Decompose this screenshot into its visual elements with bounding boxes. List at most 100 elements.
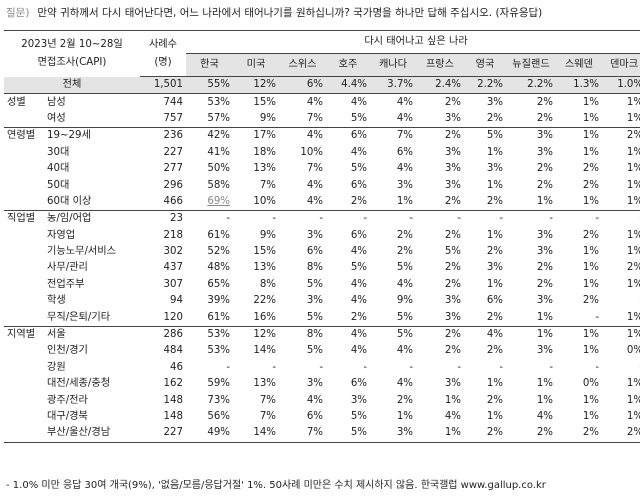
value-cell: 1%: [582, 246, 599, 258]
group-label: [4, 309, 44, 326]
value-cell: 2%: [536, 262, 553, 274]
value-cell: 3%: [444, 311, 461, 323]
value-cell: 3%: [444, 112, 461, 124]
value-cell: 3%: [536, 345, 553, 357]
value-cell: -: [595, 361, 599, 373]
value-cell: 2%: [350, 311, 367, 323]
row-label: 40대: [47, 163, 70, 175]
row-label: 강원: [47, 361, 66, 373]
value-cell: 1%: [626, 146, 640, 158]
value-cell: 1%: [486, 179, 503, 191]
value-cell: -: [556, 210, 602, 228]
value-cell: -: [186, 210, 233, 228]
country-header: 호주: [326, 53, 370, 77]
value-cell: 2%: [416, 325, 464, 344]
value-cell: 2%: [350, 195, 367, 207]
value-cell: -: [499, 361, 503, 373]
table-row: 학생 94 39% 22% 3% 4% 9% 3% 6% 3% 2%-: [4, 293, 640, 309]
value-cell: 16%: [253, 311, 276, 323]
value-cell: 1%: [486, 278, 503, 290]
value-cell: 2%: [396, 246, 413, 258]
value-cell: 4%: [350, 96, 367, 108]
table-body: 전체 1,501 55% 12% 6% 4.4% 3.7% 2.4% 2.2% 2.2% 1.3% 1…: [4, 76, 640, 443]
value-cell: 3%: [536, 295, 553, 307]
value-cell: 55%: [186, 76, 233, 95]
value-cell: 1%: [626, 411, 640, 422]
table-row: 30대 227 41% 18% 10% 4% 6% 3% 1% 3% 1% 1%: [4, 145, 640, 161]
group-label: 성별: [7, 96, 26, 108]
value-cell: 6%: [396, 146, 413, 158]
sample-size-header: 사례수 (명): [140, 30, 186, 77]
value-cell: 2%: [582, 229, 599, 241]
value-cell: 50%: [207, 163, 230, 175]
value-cell: 1%: [396, 195, 413, 207]
country-header: 캐나다: [370, 53, 416, 77]
sample-size-cell: 744: [163, 96, 183, 108]
sample-size-cell: 227: [163, 146, 183, 158]
group-label: [4, 409, 44, 425]
value-cell: 3%: [444, 163, 461, 175]
value-cell: 18%: [253, 146, 276, 158]
value-cell: 1%: [626, 311, 640, 323]
row-label: 대구/경북: [47, 411, 88, 422]
value-cell: 1%: [582, 146, 599, 158]
value-cell: 1%: [602, 325, 640, 344]
value-cell: -: [326, 210, 370, 228]
value-cell: 2%: [582, 295, 599, 307]
value-cell: 2%: [582, 179, 599, 191]
value-cell: 2%: [582, 163, 599, 175]
value-cell: 2.4%: [416, 76, 464, 95]
value-cell: -: [319, 361, 323, 373]
row-label: 부산/울산/경남: [44, 425, 140, 443]
value-cell: 12%: [233, 76, 279, 95]
value-cell: 9%: [396, 295, 413, 307]
value-cell: 2%: [486, 246, 503, 258]
sample-size-cell: 277: [163, 163, 183, 175]
value-cell: 9%: [259, 112, 276, 124]
value-cell: 4%: [396, 378, 413, 390]
value-cell: 2%: [444, 229, 461, 241]
value-cell: 6%: [279, 76, 326, 95]
value-cell: 2%: [602, 127, 640, 145]
value-cell: 2%: [416, 127, 464, 145]
value-cell: 2%: [506, 425, 556, 443]
value-cell: 13%: [253, 378, 276, 390]
value-cell: 1%: [626, 278, 640, 290]
sample-size-cell: 218: [163, 229, 183, 241]
table-row: 전업주부 307 65% 8% 5% 4% 4% 2% 1% 2% 1% 1%: [4, 277, 640, 293]
value-cell: 5%: [306, 311, 323, 323]
value-cell: 10%: [253, 195, 276, 207]
value-cell: 3%: [444, 179, 461, 191]
value-cell: 14%: [233, 425, 279, 443]
value-cell: 2%: [444, 96, 461, 108]
value-cell: 2%: [536, 179, 553, 191]
sample-size-cell: 302: [163, 246, 183, 258]
value-cell: 4.4%: [326, 76, 370, 95]
value-cell: -: [602, 210, 640, 228]
value-cell: 3%: [396, 179, 413, 191]
value-cell: 2%: [444, 195, 461, 207]
value-cell: 4%: [306, 195, 323, 207]
row-label: 전체: [4, 76, 140, 95]
value-cell: 5%: [306, 345, 323, 357]
value-cell: -: [272, 361, 276, 373]
value-cell: 3%: [536, 146, 553, 158]
sample-size-cell: 757: [163, 112, 183, 124]
value-cell: 3%: [306, 378, 323, 390]
value-cell: 1%: [626, 246, 640, 258]
value-cell: 6%: [350, 179, 367, 191]
value-cell: 1%: [416, 425, 464, 443]
value-cell: 1%: [582, 262, 599, 274]
value-cell: 3%: [370, 425, 416, 443]
survey-date: 2023년 2월 10~28일: [21, 38, 123, 50]
row-label: 전업주부: [47, 278, 85, 290]
row-label: 자영업: [47, 229, 76, 241]
row-label: 농/임/어업: [44, 210, 140, 228]
value-cell: 2%: [626, 262, 640, 274]
value-cell: 3%: [486, 96, 503, 108]
value-cell: 73%: [207, 394, 230, 406]
value-cell: 39%: [207, 295, 230, 307]
